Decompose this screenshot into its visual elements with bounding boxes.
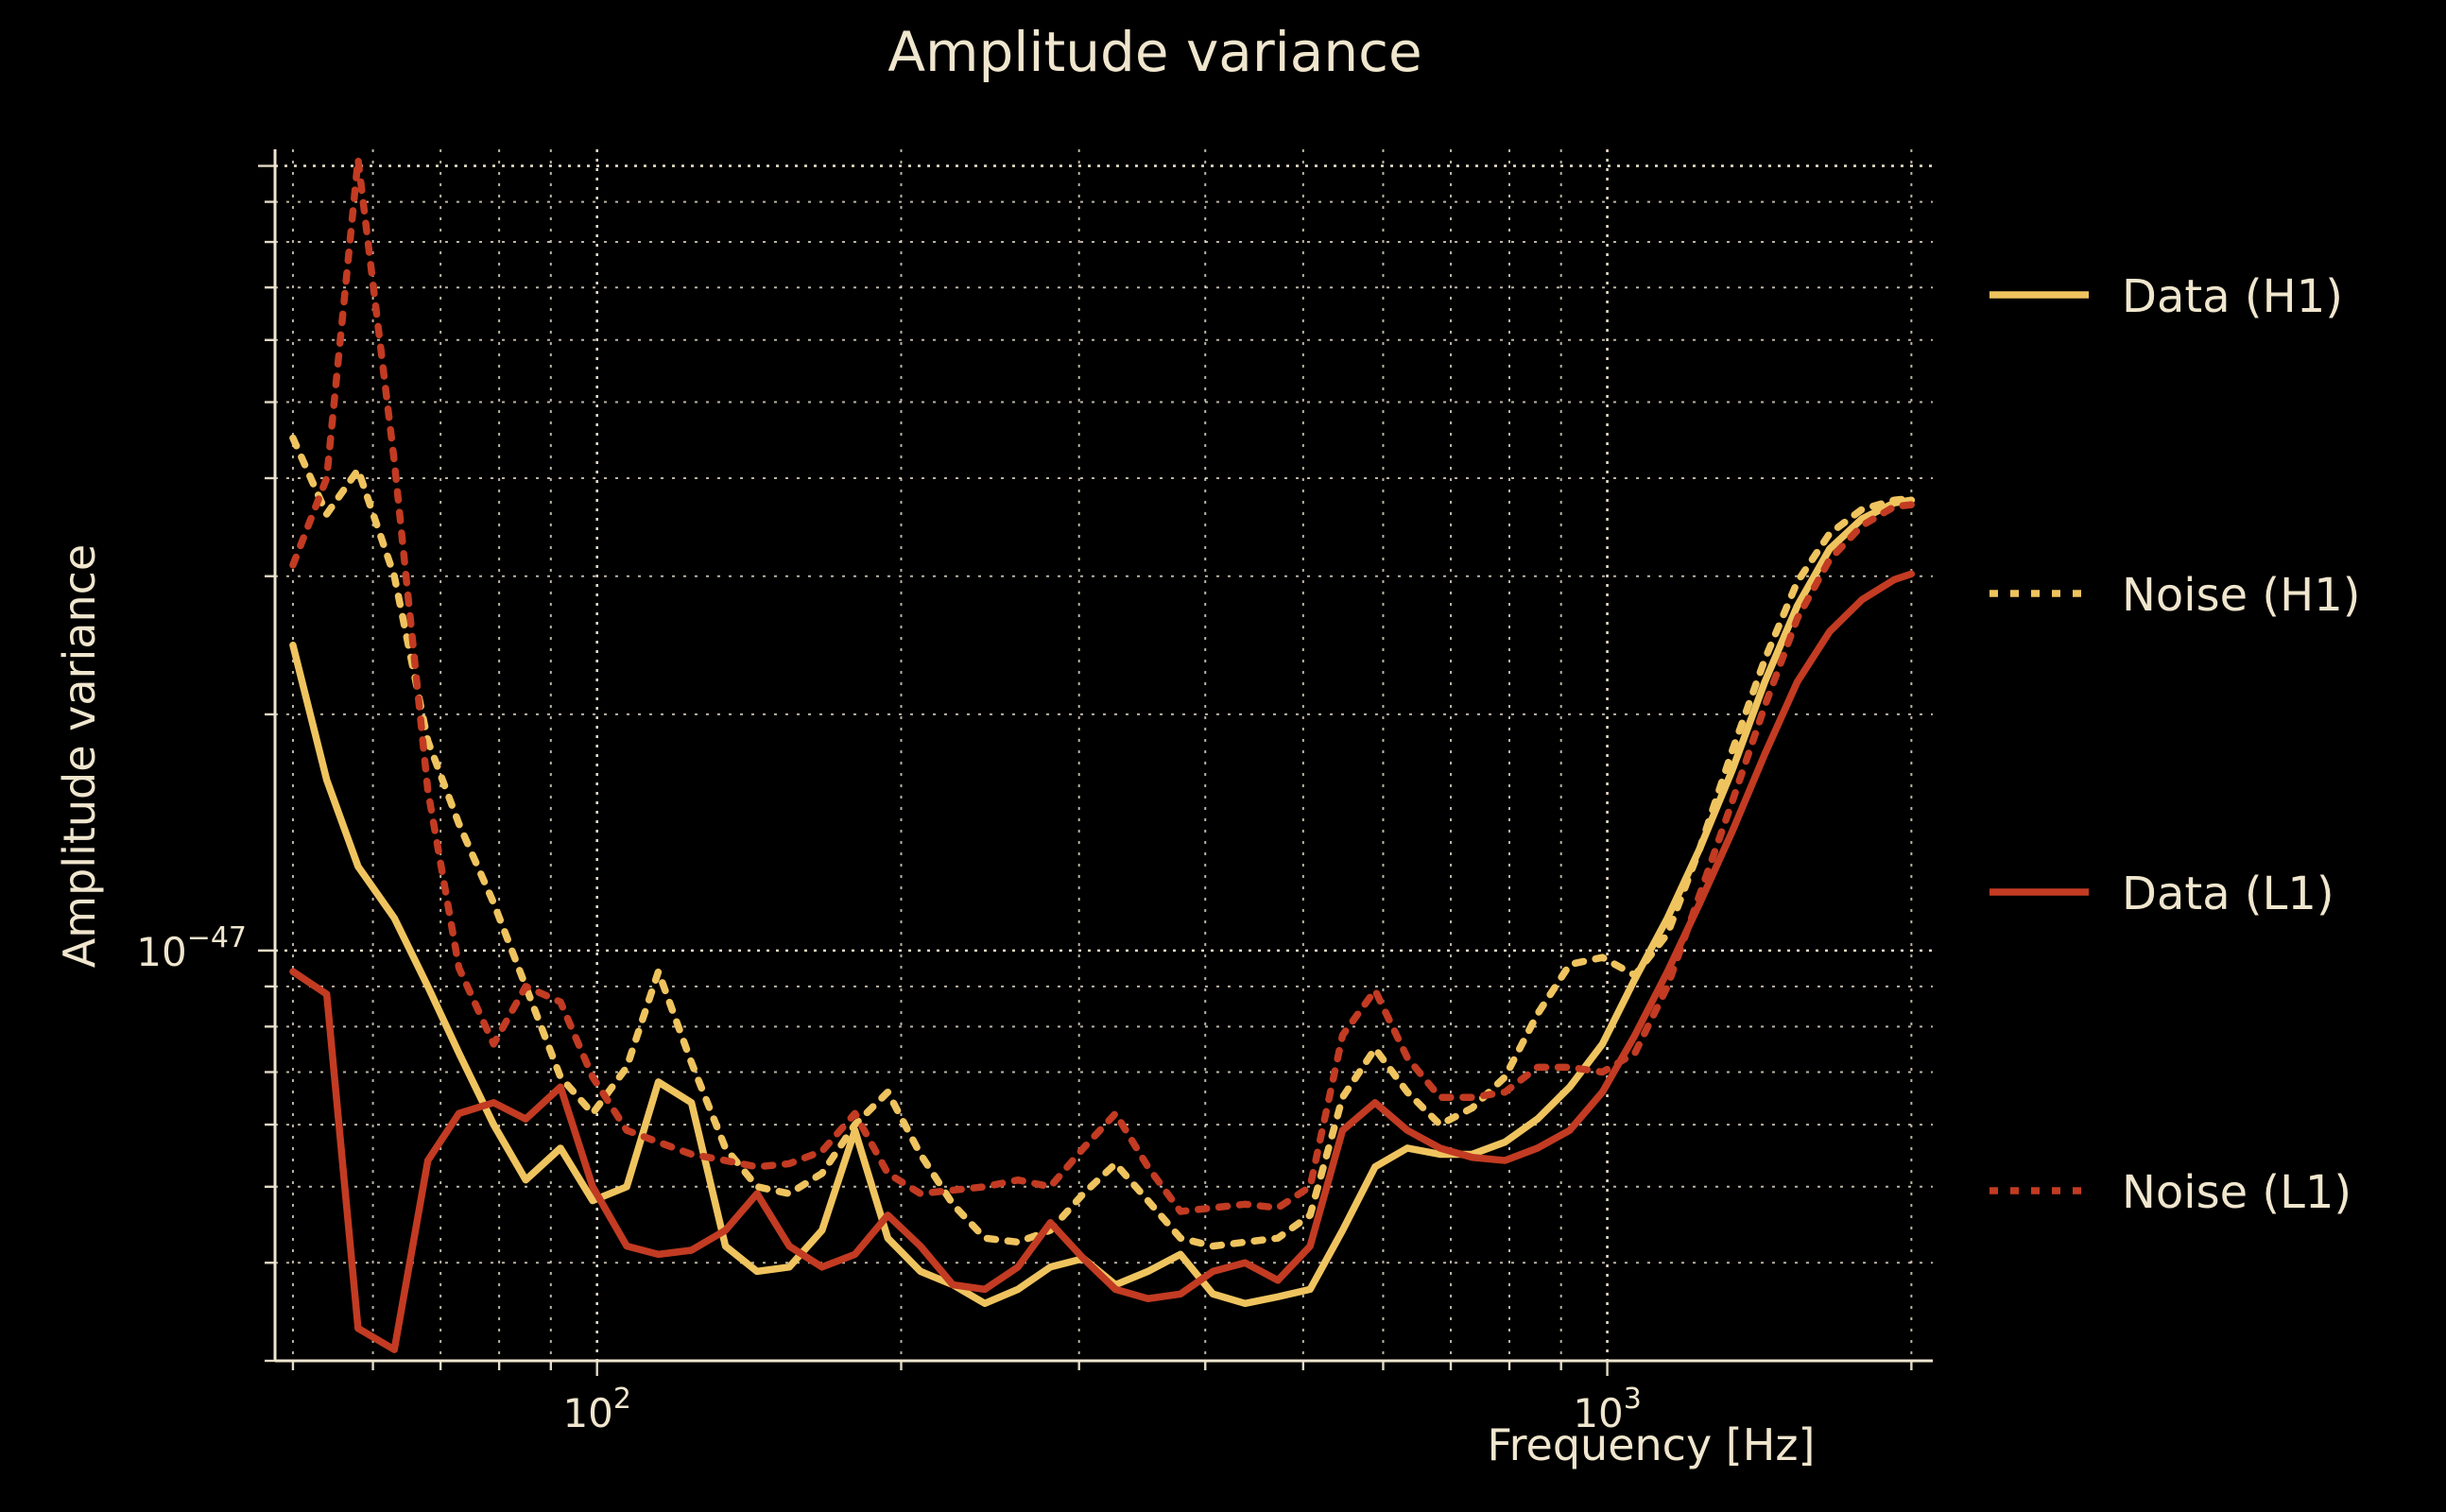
- y-axis-label: Amplitude variance: [54, 544, 105, 968]
- series-line-data-l1: [289, 570, 1916, 1353]
- series-line-noise-l1: [289, 155, 1916, 1215]
- legend-label: Data (H1): [2122, 270, 2343, 323]
- x-axis-label: Frequency [Hz]: [1488, 1419, 1816, 1470]
- chart-legend: Data (H1) Noise (H1) Data (L1) Noise (L1): [1990, 270, 2361, 1219]
- axis-tick-label: 103: [1573, 1383, 1642, 1436]
- axis-tick-labels: 102 103 10−47: [136, 921, 1642, 1436]
- legend-label: Noise (L1): [2122, 1166, 2351, 1219]
- legend-label: Data (L1): [2122, 868, 2334, 920]
- series-line-noise-h1: [289, 434, 1916, 1250]
- data-series: [289, 155, 1916, 1353]
- legend-label: Noise (H1): [2122, 569, 2361, 622]
- page-title: Amplitude variance: [887, 20, 1421, 84]
- axis-tickmarks: [258, 164, 1913, 1376]
- axis-tick-label: 10−47: [136, 921, 247, 975]
- axis-tick-label: 102: [562, 1383, 631, 1436]
